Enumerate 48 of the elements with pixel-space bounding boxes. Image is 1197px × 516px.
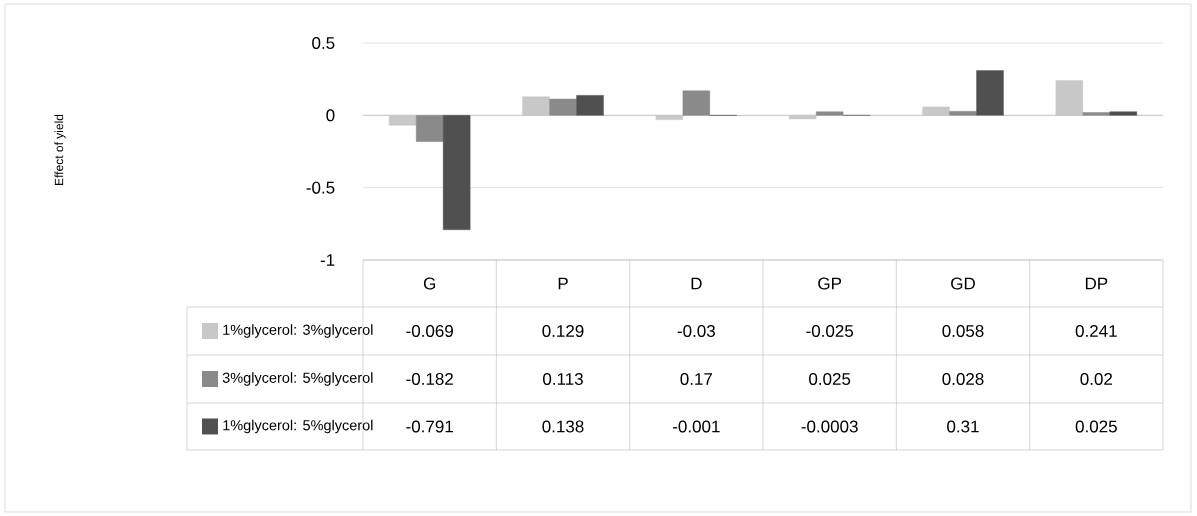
data-label: 0.31	[947, 420, 979, 433]
bar	[522, 96, 550, 116]
x-tick-label: P	[558, 277, 568, 290]
legend-label: 1%glycerol: 5%glycerol	[223, 419, 373, 434]
data-label: 0.241	[1075, 324, 1117, 338]
data-label: -0.03	[677, 324, 715, 338]
data-label: -0.001	[672, 420, 720, 433]
bar	[442, 115, 471, 230]
data-label: -0.182	[406, 372, 453, 386]
y-tick-label: 0	[326, 109, 335, 122]
bar	[388, 115, 417, 126]
data-label: 0.025	[1075, 420, 1117, 433]
data-label: 0.058	[942, 324, 984, 338]
bar	[922, 106, 950, 116]
y-tick-label: 0.5	[312, 36, 335, 50]
data-label: 0.17	[680, 372, 713, 386]
y-tick-label: -0.5	[306, 181, 335, 194]
bar	[1082, 112, 1111, 116]
bar	[1055, 80, 1084, 116]
bar	[949, 111, 977, 116]
legend-label: 1%glycerol: 3%glycerol	[223, 324, 373, 338]
x-tick-label: GP	[818, 277, 842, 290]
y-tick-label: -1	[320, 254, 335, 266]
bar	[815, 111, 844, 116]
x-tick-label: G	[423, 277, 436, 290]
data-label: -0.791	[406, 420, 453, 433]
text: Effect of yield	[54, 114, 66, 185]
data-label: 0.129	[542, 324, 584, 338]
bar	[549, 98, 577, 116]
x-tick-label: GD	[951, 277, 975, 290]
x-tick-label: D	[691, 277, 702, 290]
data-label: 0.02	[1080, 372, 1113, 386]
data-label: -0.069	[406, 324, 453, 338]
x-tick-label: DP	[1085, 277, 1108, 290]
bar	[655, 115, 684, 120]
legend-label: 3%glycerol: 5%glycerol	[222, 372, 373, 386]
data-label: 0.113	[543, 372, 583, 386]
data-label: -0.025	[806, 324, 854, 338]
bar	[415, 115, 444, 142]
bar	[682, 90, 711, 116]
data-label: 0.138	[542, 420, 584, 433]
bar	[976, 70, 1004, 116]
data-label: 0.028	[942, 372, 984, 386]
bar	[576, 95, 604, 116]
bar	[1109, 111, 1138, 116]
data-label: 0.025	[809, 372, 851, 386]
bar	[788, 115, 817, 120]
data-label: -0.0003	[801, 420, 858, 433]
